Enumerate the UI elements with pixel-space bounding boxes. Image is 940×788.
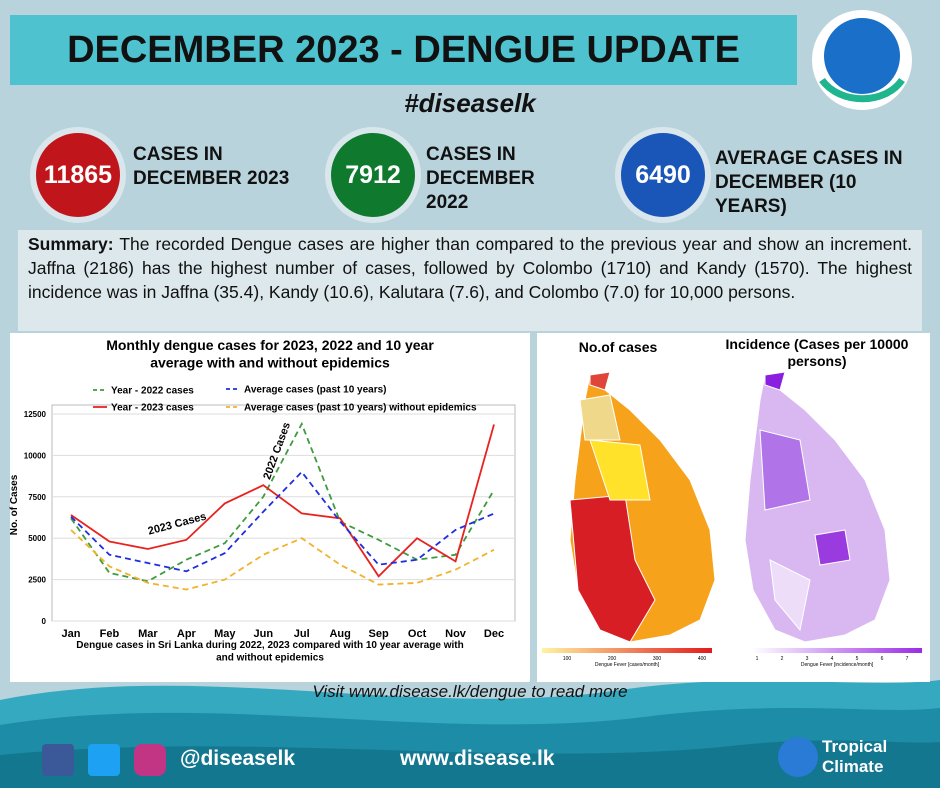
map-legend-tick: 3 xyxy=(806,656,809,662)
summary-label: Summary: xyxy=(28,234,114,254)
map-region xyxy=(814,529,851,566)
logo-hands xyxy=(819,77,905,103)
chart-title: Monthly dengue cases for 2023, 2022 and … xyxy=(106,337,434,371)
map-legend-tick: 6 xyxy=(881,656,884,662)
social-icons xyxy=(42,744,166,776)
stat-value: 6490 xyxy=(615,127,711,223)
x-tick-label: Dec xyxy=(484,628,504,640)
wave xyxy=(0,740,940,788)
map-region xyxy=(569,494,656,643)
brand-globe xyxy=(778,737,818,777)
map-legend-tick: 400 xyxy=(698,656,707,662)
map-legend-bar xyxy=(542,648,712,653)
map-legend-caption: Dengue Fever [incidence/month] xyxy=(801,662,874,668)
map-title: No.of cases xyxy=(579,339,658,355)
facebook-icon[interactable] xyxy=(42,744,74,776)
y-tick-label: 7500 xyxy=(28,493,46,502)
map-legend-tick: 7 xyxy=(906,656,909,662)
brand: Tropical Climate xyxy=(822,737,888,776)
stat-value: 11865 xyxy=(30,127,126,223)
y-tick-label: 10000 xyxy=(24,451,47,460)
map-region xyxy=(589,371,611,391)
map-legend-tick: 1 xyxy=(756,656,759,662)
x-tick-label: Feb xyxy=(100,628,120,640)
website: www.disease.lk xyxy=(400,747,555,770)
line-series xyxy=(70,424,495,578)
map-legend-tick: 200 xyxy=(608,656,617,662)
link-text: Visit www.disease.lk/dengue to read more xyxy=(312,682,628,701)
summary-text: The recorded Dengue cases are higher tha… xyxy=(28,234,913,302)
map-legend-tick: 4 xyxy=(831,656,834,662)
map-legend-tick: 100 xyxy=(563,656,572,662)
y-tick-label: 5000 xyxy=(28,534,46,543)
y-tick-label: 12500 xyxy=(24,410,47,419)
x-tick-label: Sep xyxy=(369,628,389,640)
x-tick-label: Oct xyxy=(408,628,427,640)
stat-value: 7912 xyxy=(325,127,421,223)
x-tick-label: Mar xyxy=(138,628,158,640)
brand-logo xyxy=(778,737,818,777)
map-legend-bar xyxy=(752,648,922,653)
stat-label: CASES IN DECEMBER 2023 xyxy=(133,144,290,189)
x-tick-label: Aug xyxy=(329,628,350,640)
line-series xyxy=(70,421,495,583)
x-tick-label: Jun xyxy=(253,628,273,640)
legend-label: Year - 2022 cases xyxy=(111,386,194,397)
chart-caption: Dengue cases in Sri Lanka during 2022, 2… xyxy=(76,640,463,664)
map-legend-caption: Dengue Fever [cases/month] xyxy=(595,662,660,668)
instagram-icon[interactable] xyxy=(134,744,166,776)
page-title: DECEMBER 2023 - DENGUE UPDATE xyxy=(10,15,797,85)
legend-label: Average cases (past 10 years) xyxy=(244,385,387,396)
hashtag: #diseaselk xyxy=(404,88,536,118)
twitter-icon[interactable] xyxy=(88,744,120,776)
y-tick-label: 0 xyxy=(42,617,47,626)
legend-label: Year - 2023 cases xyxy=(111,403,194,414)
map-region xyxy=(579,394,621,441)
map-region xyxy=(759,429,811,511)
line-series xyxy=(70,529,495,591)
social-handle: @diseaselk xyxy=(180,747,296,770)
map-title: Incidence (Cases per 10000 persons) xyxy=(726,336,909,369)
plot-area xyxy=(51,404,516,622)
x-tick-label: Jan xyxy=(62,628,81,640)
x-tick-label: Jul xyxy=(294,628,310,640)
stat-label: AVERAGE CASES IN DECEMBER (10 YEARS) xyxy=(715,148,903,217)
y-tick-label: 2500 xyxy=(28,576,46,585)
map-region xyxy=(589,439,651,501)
map-legend-tick: 5 xyxy=(856,656,859,662)
map-region xyxy=(764,371,786,391)
map-legend-tick: 300 xyxy=(653,656,662,662)
stat-label: CASES IN DECEMBER 2022 xyxy=(426,144,535,213)
x-tick-label: Nov xyxy=(445,628,467,640)
x-tick-label: Apr xyxy=(177,628,197,640)
line-series xyxy=(70,470,495,573)
summary: Summary: The recorded Dengue cases are h… xyxy=(18,230,922,331)
legend-label: Average cases (past 10 years) without ep… xyxy=(244,403,477,414)
map-region xyxy=(769,559,811,632)
logo-globe xyxy=(824,18,900,94)
y-axis-label: No. of Cases xyxy=(9,474,20,535)
map-legend-tick: 2 xyxy=(781,656,784,662)
x-tick-label: May xyxy=(214,628,236,640)
